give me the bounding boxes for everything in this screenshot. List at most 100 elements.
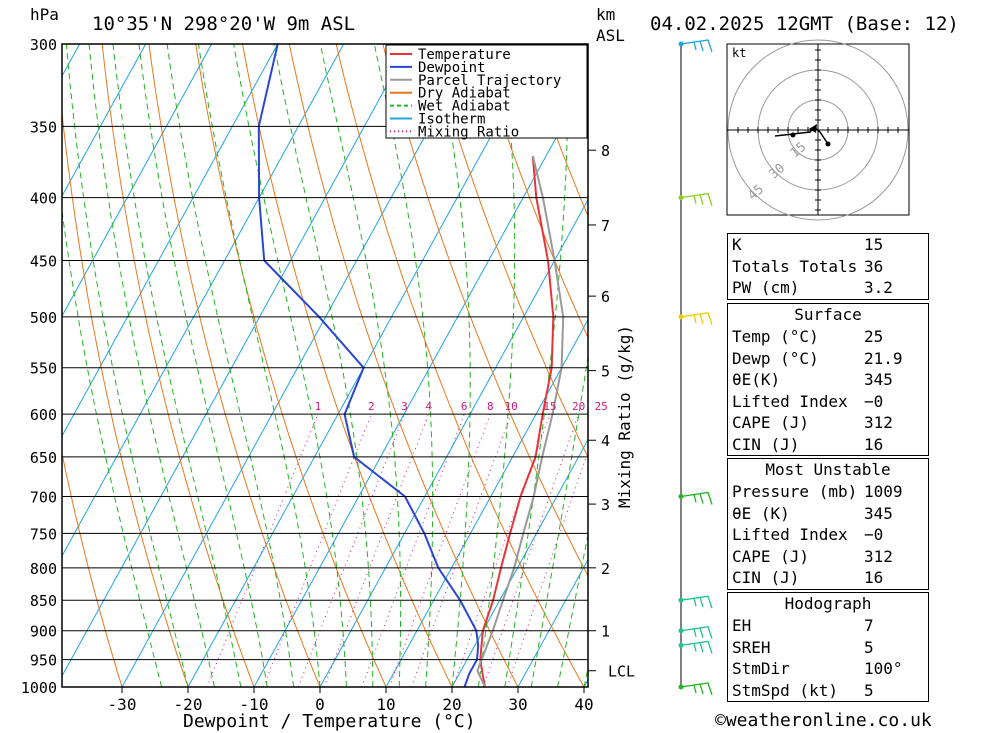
hodograph-point	[825, 141, 831, 147]
pressure-tick-label: 700	[30, 489, 57, 507]
index-value: −0	[864, 525, 884, 544]
index-label: θE (K)	[732, 503, 790, 523]
index-value: 36	[864, 256, 884, 276]
mixing-ratio-line	[410, 414, 512, 687]
dry-adiabat-line	[101, 44, 255, 687]
pressure-axis: 300 350 400 450 500 550 600 650 700 750 800 850 900 9…	[21, 36, 57, 697]
index-row: Totals Totals 36	[728, 256, 928, 278]
isotherm-line	[319, 198, 588, 687]
temperature-tick-label: 0	[315, 695, 325, 714]
wet-adiabat-line	[112, 44, 242, 687]
mixing-ratio-label: 10	[504, 400, 517, 413]
isotherm-line	[0, 44, 14, 687]
index-row: θE(K) 345	[728, 369, 928, 391]
wind-barb	[680, 640, 713, 654]
legend-box	[385, 44, 588, 139]
index-row: Temp (°C) 25	[728, 326, 928, 348]
legend-label: Temperature	[418, 47, 511, 63]
hodograph-title: Hodograph	[784, 594, 872, 613]
isotherm-line	[62, 44, 411, 678]
surface-table: Surface Temp (°C) 25 Dewp (°C) 21.9 θE(K) 345…	[727, 303, 929, 456]
km-tick-label: 1	[601, 623, 610, 641]
isotherm-line	[253, 78, 588, 687]
temperature-tick-label: 20	[442, 695, 461, 714]
index-row: SREH 5	[728, 637, 928, 659]
mixing-ratio-line	[206, 414, 319, 687]
index-value: 345	[864, 370, 893, 389]
storm-motion-marker	[809, 124, 817, 133]
profile-lines	[257, 44, 565, 687]
pressure-tick-label: 500	[30, 309, 57, 327]
index-value: 15	[864, 235, 884, 254]
wind-barb	[680, 682, 713, 696]
mixing-ratio-label: 8	[487, 400, 494, 413]
temperature-tick-label: -20	[174, 695, 203, 714]
wind-profile	[678, 39, 713, 696]
index-label: Dewp (°C)	[732, 348, 819, 368]
temperature-axis: -30 -20 -10 0 10 20 30 40	[108, 687, 594, 714]
series-line-parcel-trajectory	[476, 155, 565, 687]
surface-title: Surface	[794, 305, 862, 324]
mixing-ratio-label: 1	[315, 400, 322, 413]
index-value: 21.9	[864, 348, 903, 368]
mixing-ratio-line	[262, 414, 372, 687]
mixing-ratio-label: 15	[543, 400, 556, 413]
index-value: 16	[864, 434, 884, 454]
hpa-unit-label: hPa	[30, 5, 59, 24]
dry-adiabat-line	[242, 44, 453, 687]
index-row: Lifted Index −0	[728, 524, 928, 546]
legend-label: Dewpoint	[418, 60, 485, 76]
index-label: SREH	[732, 637, 771, 657]
index-row: PW (cm) 3.2	[728, 277, 928, 299]
hodograph-unit: kt	[732, 46, 746, 60]
isotherm-line	[121, 44, 477, 687]
index-value: 16	[864, 568, 884, 587]
index-value: 1009	[864, 482, 903, 501]
pressure-tick-label: 550	[30, 360, 57, 378]
wet-adiabat-line	[166, 44, 295, 687]
dry-adiabat-line	[62, 108, 189, 687]
most-unstable-table: Most Unstable Pressure (mb) 1009 θE (K) 345…	[727, 458, 929, 590]
pressure-tick-label: 650	[30, 449, 57, 467]
index-value: −0	[864, 391, 884, 411]
mixing-ratio-line	[388, 414, 491, 687]
index-row: CAPE (J) 312	[728, 412, 928, 434]
pressure-tick-label: 850	[30, 592, 57, 610]
pressure-tick-label: 1000	[21, 679, 57, 697]
pressure-tick-label: 300	[30, 36, 57, 54]
index-row: StmDir 100°	[728, 658, 928, 680]
dry-adiabat-line	[944, 44, 1000, 687]
mixing-ratio-label: 4	[425, 400, 432, 413]
km-tick-label: 2	[601, 560, 610, 578]
temperature-tick-label: -10	[240, 695, 269, 714]
index-label: EH	[732, 616, 752, 635]
wet-adiabat-line	[88, 44, 215, 687]
km-tick-label: 3	[601, 496, 610, 514]
isobars	[62, 43, 588, 688]
index-value: 5	[864, 680, 874, 700]
pressure-tick-label: 950	[30, 652, 57, 670]
datetime-title: 04.02.2025 12GMT (Base: 12)	[650, 13, 959, 35]
location-title: 10°35'N 298°20'W 9m ASL	[92, 13, 355, 35]
legend-label: Wet Adiabat	[418, 99, 511, 115]
hodograph-point	[790, 132, 796, 138]
general-indices-table: K 15 Totals Totals 36 PW (cm) 3.2	[727, 233, 929, 300]
mixing-ratio-line	[297, 414, 405, 687]
index-value: 7	[864, 616, 874, 635]
km-tick-label: 6	[601, 288, 610, 306]
mixing-ratio-line	[506, 450, 588, 687]
index-value: 5	[864, 637, 874, 657]
index-label: PW (cm)	[732, 278, 800, 297]
index-row: K 15	[728, 234, 928, 256]
pressure-tick-label: 450	[30, 253, 57, 271]
temperature-tick-label: 40	[574, 695, 593, 714]
index-row: Pressure (mb) 1009	[728, 481, 928, 503]
pressure-tick-label: 600	[30, 406, 57, 424]
index-value: 100°	[864, 659, 903, 678]
plot-frame	[61, 43, 589, 688]
km-unit-label: km	[596, 5, 615, 24]
index-row: StmSpd (kt) 5	[728, 680, 928, 702]
temperature-tick-label: 10	[376, 695, 395, 714]
